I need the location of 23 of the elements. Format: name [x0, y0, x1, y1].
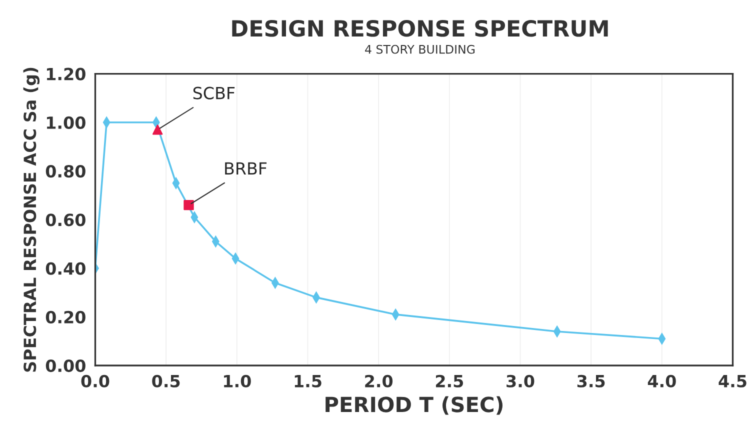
y-tick-label: 1.00 — [46, 116, 86, 129]
y-tick-label: 0.80 — [46, 164, 86, 178]
x-tick-label: 1.0 — [224, 374, 251, 388]
x-tick-label: 4.5 — [718, 375, 746, 388]
annotation: BRBF — [225, 162, 267, 175]
x-tick-label: 3.0 — [506, 374, 534, 388]
chart-title: DESIGN RESPONSE SPECTRUM — [232, 20, 608, 37]
y-axis-title: SPECTRAL RESPONSE ACC Sa (g) — [23, 68, 40, 372]
y-tick-label: 0.40 — [46, 262, 86, 275]
annotation: SCBF — [193, 86, 235, 100]
x-tick-label: 0.0 — [81, 374, 110, 388]
y-tick-label: 1.20 — [46, 68, 86, 80]
x-tick-label: 2.5 — [436, 374, 464, 388]
x-tick-label: 2.0 — [365, 374, 393, 388]
x-tick-label: 0.5 — [152, 374, 180, 388]
x-tick-label: 1.5 — [294, 375, 322, 388]
chart-subtitle: 4 STORY BUILDING — [365, 44, 475, 54]
x-tick-label: 4.0 — [648, 374, 676, 388]
y-tick-label: 0.20 — [46, 310, 86, 324]
y-tick-label: 0.60 — [46, 214, 86, 226]
x-tick-label: 3.5 — [577, 374, 605, 388]
y-tick-label: 0.00 — [46, 359, 86, 372]
x-axis-title: PERIOD T (SEC) — [326, 396, 502, 415]
